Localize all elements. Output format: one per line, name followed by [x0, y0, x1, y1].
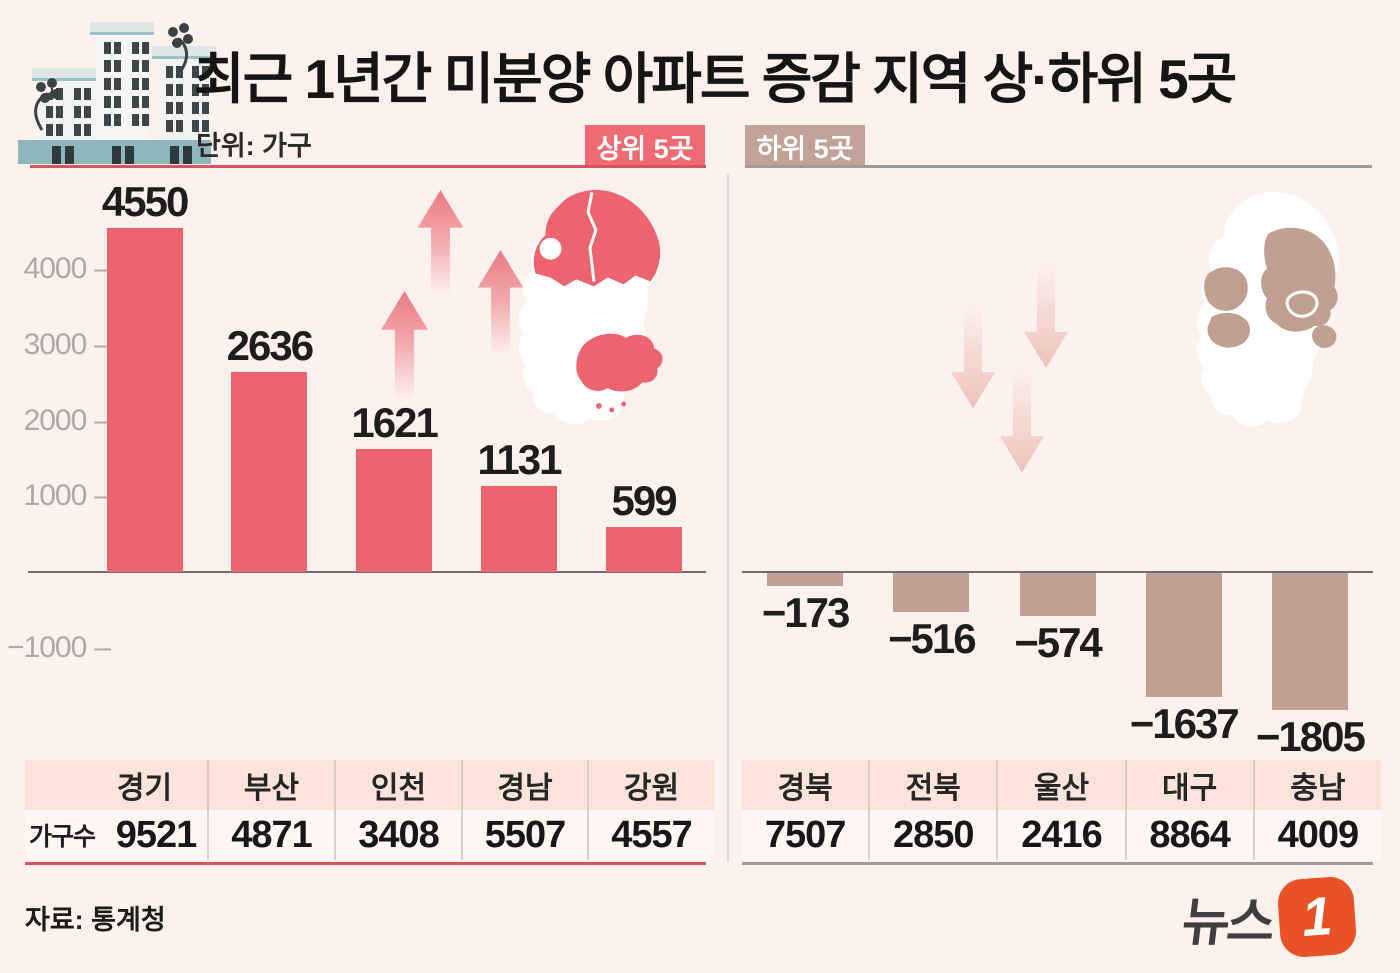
table-column-경북: 경북 7507	[742, 760, 869, 860]
value-label-대구: −1637	[1129, 699, 1240, 747]
korea-map-top5-icon	[518, 190, 663, 425]
source-label: 자료: 통계청	[25, 905, 166, 935]
badge-top5: 상위 5곳	[585, 125, 705, 168]
news1-logo: 뉴스 1	[1179, 872, 1383, 962]
y-axis-tick-label: 1000	[23, 479, 88, 513]
value-label-울산: −574	[1014, 619, 1103, 667]
value-label-인천: 1621	[351, 399, 438, 447]
table-header-cell: 울산	[998, 760, 1125, 810]
table-bottom5: 경북 7507 전북 2850 울산 2416 대구 8864 충남 4009	[742, 760, 1381, 860]
page-title: 최근 1년간 미분양 아파트 증감 지역 상·하위 5곳	[194, 48, 1237, 110]
down-arrow-icon	[1024, 262, 1068, 369]
bar-강원	[605, 526, 682, 572]
table-row-label: 가구수	[29, 823, 96, 851]
y-axis-tick: −1000–	[0, 630, 111, 666]
table-rule-left	[25, 862, 706, 865]
bar-인천	[356, 449, 433, 572]
table-value: 9521	[115, 813, 198, 856]
value-label-부산: 2636	[226, 322, 314, 370]
table-header-cell: 경남	[463, 760, 587, 810]
y-axis-tick: 4000–	[0, 251, 111, 287]
building-illustration-icon	[18, 22, 216, 164]
bar-충남	[1271, 573, 1348, 710]
header-rule-left	[30, 165, 706, 168]
table-header-cell: 강원	[589, 760, 714, 810]
table-column-인천: 인천 3408	[334, 760, 461, 860]
table-column-부산: 부산 4871	[207, 760, 334, 860]
table-header-cell: 경기	[25, 760, 207, 810]
table-header-cell: 부산	[209, 760, 334, 810]
table-header-cell: 경북	[742, 760, 869, 810]
bar-울산	[1019, 573, 1096, 617]
header-rule-right	[745, 165, 1372, 168]
bar-부산	[231, 372, 308, 572]
bar-전북	[893, 573, 970, 613]
up-arrow-icon	[381, 291, 428, 399]
section-divider	[727, 174, 729, 862]
table-value-cell: 5507	[463, 810, 587, 860]
bar-경남	[480, 486, 557, 572]
table-header-cell: 대구	[1126, 760, 1253, 810]
badge-bottom5: 하위 5곳	[745, 125, 865, 168]
table-value-cell: 8864	[1126, 810, 1253, 860]
table-column-충남: 충남 4009	[1252, 760, 1381, 860]
value-label-전북: −516	[887, 615, 977, 663]
table-value-cell: 4871	[209, 810, 334, 860]
bar-대구	[1145, 573, 1222, 697]
down-arrow-icon	[951, 303, 995, 409]
y-axis-tick-label: −1000	[7, 630, 87, 664]
korea-map-bottom5-icon	[1196, 192, 1339, 427]
table-value-cell: 7507	[742, 810, 869, 860]
table-column-울산: 울산 2416	[996, 760, 1125, 860]
value-label-충남: −1805	[1255, 712, 1366, 760]
news1-logo-text: 뉴스	[1178, 893, 1276, 952]
table-top5: 경기 가구수 9521 부산 4871 인천 3408 경남 5507 강원 4557	[25, 760, 714, 860]
table-value-cell: 2416	[998, 810, 1125, 860]
y-axis-tick: 1000–	[0, 478, 111, 514]
value-label-경북: −173	[761, 589, 851, 637]
y-axis-tick-label: 3000	[23, 327, 88, 361]
table-rule-right	[742, 862, 1373, 865]
value-label-경남: 1131	[477, 436, 562, 484]
flower-doodle-icon	[34, 23, 193, 131]
table-column-전북: 전북 2850	[868, 760, 997, 860]
baseline-right	[742, 571, 1373, 573]
y-axis-tick-label: 4000	[23, 252, 88, 286]
value-label-강원: 599	[611, 476, 678, 524]
up-arrow-icon	[417, 190, 464, 295]
up-arrow-icon	[477, 250, 524, 355]
unit-label: 단위: 가구	[196, 131, 312, 161]
y-axis-tick: 2000–	[0, 403, 111, 439]
bar-경기	[106, 227, 183, 572]
y-axis-tick-mark: –	[94, 630, 111, 664]
value-label-경기: 4550	[101, 177, 189, 225]
table-column-대구: 대구 8864	[1124, 760, 1253, 860]
table-value-cell: 4009	[1254, 810, 1381, 860]
table-column-경남: 경남 5507	[461, 760, 587, 860]
y-axis-tick: 3000–	[0, 327, 111, 363]
y-axis-tick-label: 2000	[23, 403, 88, 437]
bar-경북	[767, 573, 844, 587]
table-header-cell: 인천	[336, 760, 461, 810]
table-value-cell: 가구수 9521	[25, 810, 207, 860]
table-value-cell: 4557	[589, 810, 714, 860]
table-column-강원: 강원 4557	[587, 760, 714, 860]
down-arrow-icon	[1000, 367, 1044, 473]
table-value-cell: 3408	[336, 810, 461, 860]
table-header-cell: 전북	[870, 760, 997, 810]
table-header-cell: 충남	[1254, 760, 1381, 810]
table-value-cell: 2850	[870, 810, 997, 860]
baseline-left	[28, 571, 706, 573]
news1-logo-one-icon: 1	[1276, 875, 1358, 959]
